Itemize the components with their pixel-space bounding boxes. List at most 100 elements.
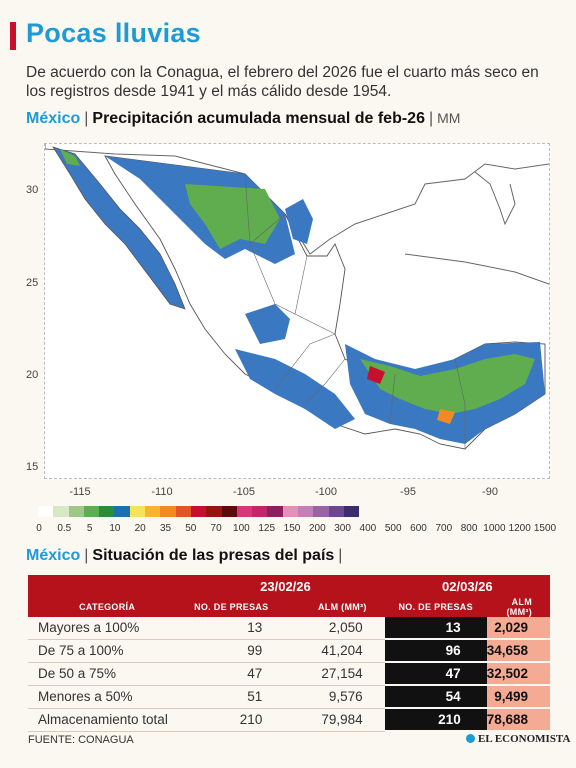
legend-swatch bbox=[114, 506, 130, 517]
lon-tick-95: -95 bbox=[400, 486, 416, 498]
legend-swatch bbox=[282, 506, 299, 517]
legend-label: 125 bbox=[258, 523, 276, 534]
rain-texas bbox=[285, 199, 313, 244]
legend-label: 200 bbox=[308, 523, 326, 534]
dams-heading-separator-2: | bbox=[338, 547, 343, 564]
table-row: De 50 a 75% 47 27,154 47 32,502 bbox=[28, 662, 550, 686]
cell-dams2: 210 bbox=[384, 708, 487, 732]
baja-wet bbox=[60, 149, 80, 166]
cell-storage2: 34,658 bbox=[486, 639, 550, 663]
cell-storage2: 9,499 bbox=[486, 685, 550, 709]
legend-swatch bbox=[236, 506, 253, 517]
legend-label: 1200 bbox=[508, 523, 531, 534]
legend-label: 500 bbox=[384, 523, 402, 534]
date-header-1: 23/02/26 bbox=[186, 575, 385, 597]
cell-dams1: 47 bbox=[186, 662, 277, 686]
legend-swatch bbox=[252, 506, 268, 517]
date-header-2: 02/03/26 bbox=[384, 575, 550, 597]
legend-label: 1000 bbox=[483, 523, 506, 534]
usa-border bbox=[44, 144, 550, 255]
brand-name: EL ECONOMISTA bbox=[478, 733, 571, 745]
lon-tick-115: -115 bbox=[69, 486, 91, 498]
legend-swatch bbox=[83, 506, 100, 517]
lon-tick-100: -100 bbox=[314, 486, 338, 498]
cell-storage2: 32,502 bbox=[486, 662, 550, 686]
col-storage-1: ALM (MM³) bbox=[276, 597, 385, 617]
legend-swatch bbox=[68, 506, 84, 517]
cell-category: Mayores a 100% bbox=[28, 617, 187, 640]
table-row: Mayores a 100% 13 2,050 13 2,029 bbox=[28, 617, 550, 640]
cell-storage1: 9,576 bbox=[276, 685, 385, 709]
legend-swatch bbox=[298, 506, 314, 517]
legend-swatch bbox=[38, 506, 54, 517]
cell-category: Almacenamiento total bbox=[28, 708, 187, 732]
cell-dams1: 13 bbox=[186, 617, 277, 640]
florida-outline bbox=[474, 171, 516, 226]
legend-swatch bbox=[190, 506, 207, 517]
legend-label: 20 bbox=[134, 523, 146, 534]
lat-tick-30: 30 bbox=[26, 184, 39, 196]
lat-tick-20: 20 bbox=[26, 369, 39, 381]
dams-table-date-row: 23/02/26 02/03/26 bbox=[28, 575, 550, 597]
table-row: Almacenamiento total 210 79,984 210 78,688 bbox=[28, 708, 550, 732]
source-note: FUENTE: CONAGUA bbox=[28, 734, 134, 746]
cell-category: De 50 a 75% bbox=[28, 662, 187, 686]
col-dams-2: NO. DE PRESAS bbox=[384, 597, 487, 617]
cell-category: De 75 a 100% bbox=[28, 639, 187, 663]
cell-dams1: 99 bbox=[186, 639, 277, 663]
map-heading-country: México bbox=[26, 110, 81, 127]
legend-label: 10 bbox=[109, 523, 121, 534]
map-heading-separator: | bbox=[84, 110, 89, 127]
precipitation-map bbox=[44, 143, 550, 479]
dams-table: 23/02/26 02/03/26 CATEGORÍA NO. DE PRESA… bbox=[28, 575, 550, 732]
dams-table-body: Mayores a 100% 13 2,050 13 2,029 De 75 a 100%… bbox=[28, 617, 550, 732]
page-title: Pocas lluvias bbox=[26, 18, 201, 48]
legend-swatch bbox=[145, 506, 161, 517]
brand-globe-icon bbox=[466, 734, 475, 743]
cell-dams1: 51 bbox=[186, 685, 277, 709]
legend-label: 100 bbox=[233, 523, 250, 534]
legend-swatch bbox=[53, 506, 69, 517]
legend-label: 35 bbox=[159, 523, 172, 534]
cell-dams2: 54 bbox=[384, 685, 487, 709]
dams-heading-title: Situación de las presas del país bbox=[92, 547, 335, 564]
dams-heading-country: México bbox=[26, 547, 81, 564]
page-subtitle: De acuerdo con la Conagua, el febrero de… bbox=[26, 64, 539, 100]
legend-swatch bbox=[343, 506, 360, 517]
lon-tick-90: -90 bbox=[482, 486, 498, 498]
cell-storage1: 2,050 bbox=[276, 617, 385, 640]
cell-dams2: 96 bbox=[384, 639, 487, 663]
table-row: De 75 a 100% 99 41,204 96 34,658 bbox=[28, 639, 550, 663]
legend-swatch bbox=[328, 506, 344, 517]
title-accent-bar bbox=[10, 22, 16, 50]
table-row: Menores a 50% 51 9,576 54 9,499 bbox=[28, 685, 550, 709]
map-heading: México | Precipitación acumulada mensual d… bbox=[26, 110, 460, 128]
cell-category: Menores a 50% bbox=[28, 685, 187, 709]
col-storage-2: ALM (MM³) bbox=[486, 597, 550, 617]
legend-label: 150 bbox=[283, 523, 301, 534]
dams-table-header-row: CATEGORÍA NO. DE PRESAS ALM (MM³) NO. DE… bbox=[28, 597, 550, 617]
rain-gulf-heavy bbox=[367, 366, 385, 384]
color-legend bbox=[38, 506, 360, 517]
rain-chiapas-heavy bbox=[437, 409, 455, 424]
legend-swatch bbox=[129, 506, 146, 517]
legend-swatch bbox=[99, 506, 115, 517]
col-dams-1: NO. DE PRESAS bbox=[186, 597, 277, 617]
legend-labels: 0 0.5 5 10 20 35 50 70 100 125 150 200 300 400 500 600 7… bbox=[29, 523, 559, 537]
legend-label: 0 bbox=[36, 523, 42, 534]
cell-dams2: 47 bbox=[384, 662, 487, 686]
cell-dams1: 210 bbox=[186, 708, 277, 732]
lat-tick-15: 15 bbox=[26, 461, 39, 473]
baja-california bbox=[52, 146, 186, 310]
legend-label: 1500 bbox=[533, 523, 557, 534]
col-category: CATEGORÍA bbox=[28, 597, 187, 617]
legend-swatch bbox=[206, 506, 222, 517]
dams-heading: México | Situación de las presas del país | bbox=[26, 547, 346, 565]
cell-dams2: 13 bbox=[384, 617, 487, 640]
cell-storage2: 2,029 bbox=[486, 617, 550, 640]
legend-swatch bbox=[160, 506, 176, 517]
legend-swatch bbox=[221, 506, 237, 517]
legend-label: 300 bbox=[334, 523, 351, 534]
legend-label: 50 bbox=[185, 523, 197, 534]
cuba-outline bbox=[404, 253, 550, 285]
